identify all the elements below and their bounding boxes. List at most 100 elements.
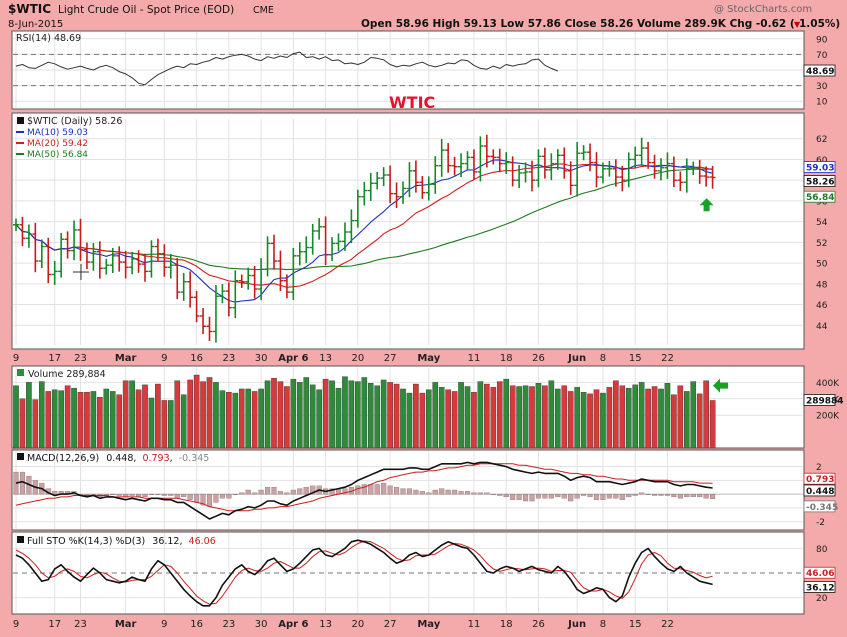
macd-histogram-bar — [361, 484, 367, 495]
macd-histogram-bar — [148, 493, 155, 495]
sto-k-last-value-box — [803, 580, 836, 593]
volume-tick: 200K — [816, 412, 840, 422]
volume-bar — [516, 386, 522, 449]
x-tick-label: 9 — [13, 353, 19, 364]
price-tick: 48 — [816, 280, 828, 290]
macd-histogram-bar — [116, 493, 122, 496]
close-last-value-box — [803, 175, 836, 187]
volume-bar — [658, 388, 664, 449]
macd-histogram-bar — [297, 488, 303, 495]
volume-bar — [464, 386, 471, 449]
volume-bar — [587, 393, 593, 449]
volume-bar — [200, 381, 206, 449]
macd-histogram-bar — [645, 493, 651, 495]
axis-labels: 9 9 17 17 23 23 Mar Mar 9 9 16 16 23 23 30 30 Apr 6 Apr 6… — [13, 35, 844, 630]
x-tick-label: 22 — [661, 353, 674, 364]
up-arrow-icon — [699, 198, 714, 212]
x-tick-label-bottom: 23 — [74, 619, 87, 630]
volume-bar — [619, 385, 626, 449]
volume-bar — [438, 387, 445, 449]
x-tick-label-bottom: 9 — [161, 619, 167, 630]
macd-histogram-bar — [142, 493, 148, 498]
sto-legend-swatch — [17, 536, 24, 543]
price-tick: 44 — [816, 322, 828, 332]
x-tick-label-bottom: 15 — [629, 619, 642, 630]
macd-histogram-bar — [587, 493, 593, 498]
macd-histogram-bar — [484, 492, 490, 495]
macd-histogram-bar — [671, 493, 677, 498]
price-tick: 46 — [816, 301, 828, 311]
rsi-tick: 90 — [816, 35, 828, 45]
volume-bar — [593, 389, 600, 449]
macd-histogram-bar — [393, 487, 400, 495]
volume-bar — [322, 378, 329, 449]
volume-bar — [174, 380, 181, 449]
macd-histogram-bar — [497, 493, 503, 496]
macd-histogram-bar — [439, 488, 445, 495]
macd-histogram-bar — [355, 485, 361, 495]
volume-bar — [555, 388, 561, 449]
macd-tick: -2 — [816, 518, 825, 528]
price-tick: 52 — [816, 239, 827, 249]
macd-histogram-bar — [303, 487, 309, 495]
macd-legend: MACD(12,26,9) 0.448, 0.793, -0.345 — [27, 453, 209, 464]
hist-last-value-box — [803, 500, 836, 513]
macd-legend-signal: 0.793 — [142, 453, 169, 464]
macd-histogram-bar — [568, 493, 574, 502]
macd-histogram-bar — [252, 492, 258, 495]
volume-bar — [26, 382, 32, 449]
volume-bar — [245, 388, 252, 449]
macd-histogram-bar — [419, 491, 425, 495]
macd-histogram-bar — [697, 493, 703, 498]
macd-histogram-bar — [161, 493, 167, 496]
volume-bar — [625, 387, 632, 449]
x-tick-label-bottom: 27 — [384, 619, 397, 630]
x-tick-label: 16 — [190, 353, 203, 364]
x-tick-label: 8 — [600, 353, 606, 364]
price-panel — [11, 112, 805, 350]
sto-legend-prefix: Full STO %K(14,3) %D(3) — [27, 536, 145, 547]
macd-histogram-bar — [342, 488, 348, 495]
x-tick-label-bottom: 11 — [468, 619, 481, 630]
macd-histogram-bar — [90, 493, 96, 495]
macd-histogram-bar — [245, 489, 251, 495]
macd-histogram-bar — [658, 493, 664, 496]
close-last-value: 58.26 — [806, 177, 834, 187]
volume-bar — [561, 385, 568, 449]
volume-bar — [374, 385, 381, 449]
macd-histogram-bar — [464, 491, 471, 495]
exchange-label: CME — [253, 5, 274, 16]
x-tick-label: 27 — [384, 353, 397, 364]
volume-bar — [251, 391, 258, 449]
price-tick: 62 — [816, 135, 827, 145]
macd-histogram-bar — [213, 493, 219, 503]
macd-last-value-box — [803, 484, 836, 497]
ma10-last-value: 59.03 — [806, 164, 834, 174]
macd-histogram-bar — [232, 493, 238, 495]
x-tick-label: 18 — [500, 353, 513, 364]
macd-histogram-bar — [684, 493, 690, 498]
macd-histogram-bar — [613, 493, 619, 499]
macd-histogram-bar — [503, 493, 509, 498]
volume-bar — [690, 381, 697, 449]
x-tick-label: 26 — [532, 353, 545, 364]
macd-histogram-bar — [52, 491, 58, 495]
macd-histogram-bar — [581, 493, 587, 496]
x-tick-label: 20 — [351, 353, 364, 364]
date-label: 8-Jun-2015 — [8, 19, 63, 30]
volume-bar — [355, 381, 361, 449]
x-tick-label: 23 — [222, 353, 235, 364]
volume-bar — [329, 380, 335, 449]
volume-bar — [380, 379, 387, 449]
volume-bar — [58, 390, 64, 449]
volume-bar — [348, 380, 355, 449]
volume-bar — [600, 392, 606, 449]
macd-tick: 2 — [816, 463, 822, 473]
volume-bar — [535, 383, 542, 449]
volume-bar — [64, 385, 71, 449]
macd-histogram-bar — [690, 493, 696, 498]
volume-bar — [45, 391, 52, 449]
signal-last-value: 0.793 — [806, 475, 834, 485]
x-tick-label: Mar — [115, 353, 137, 364]
volume-last-value: 289884 — [806, 396, 844, 406]
